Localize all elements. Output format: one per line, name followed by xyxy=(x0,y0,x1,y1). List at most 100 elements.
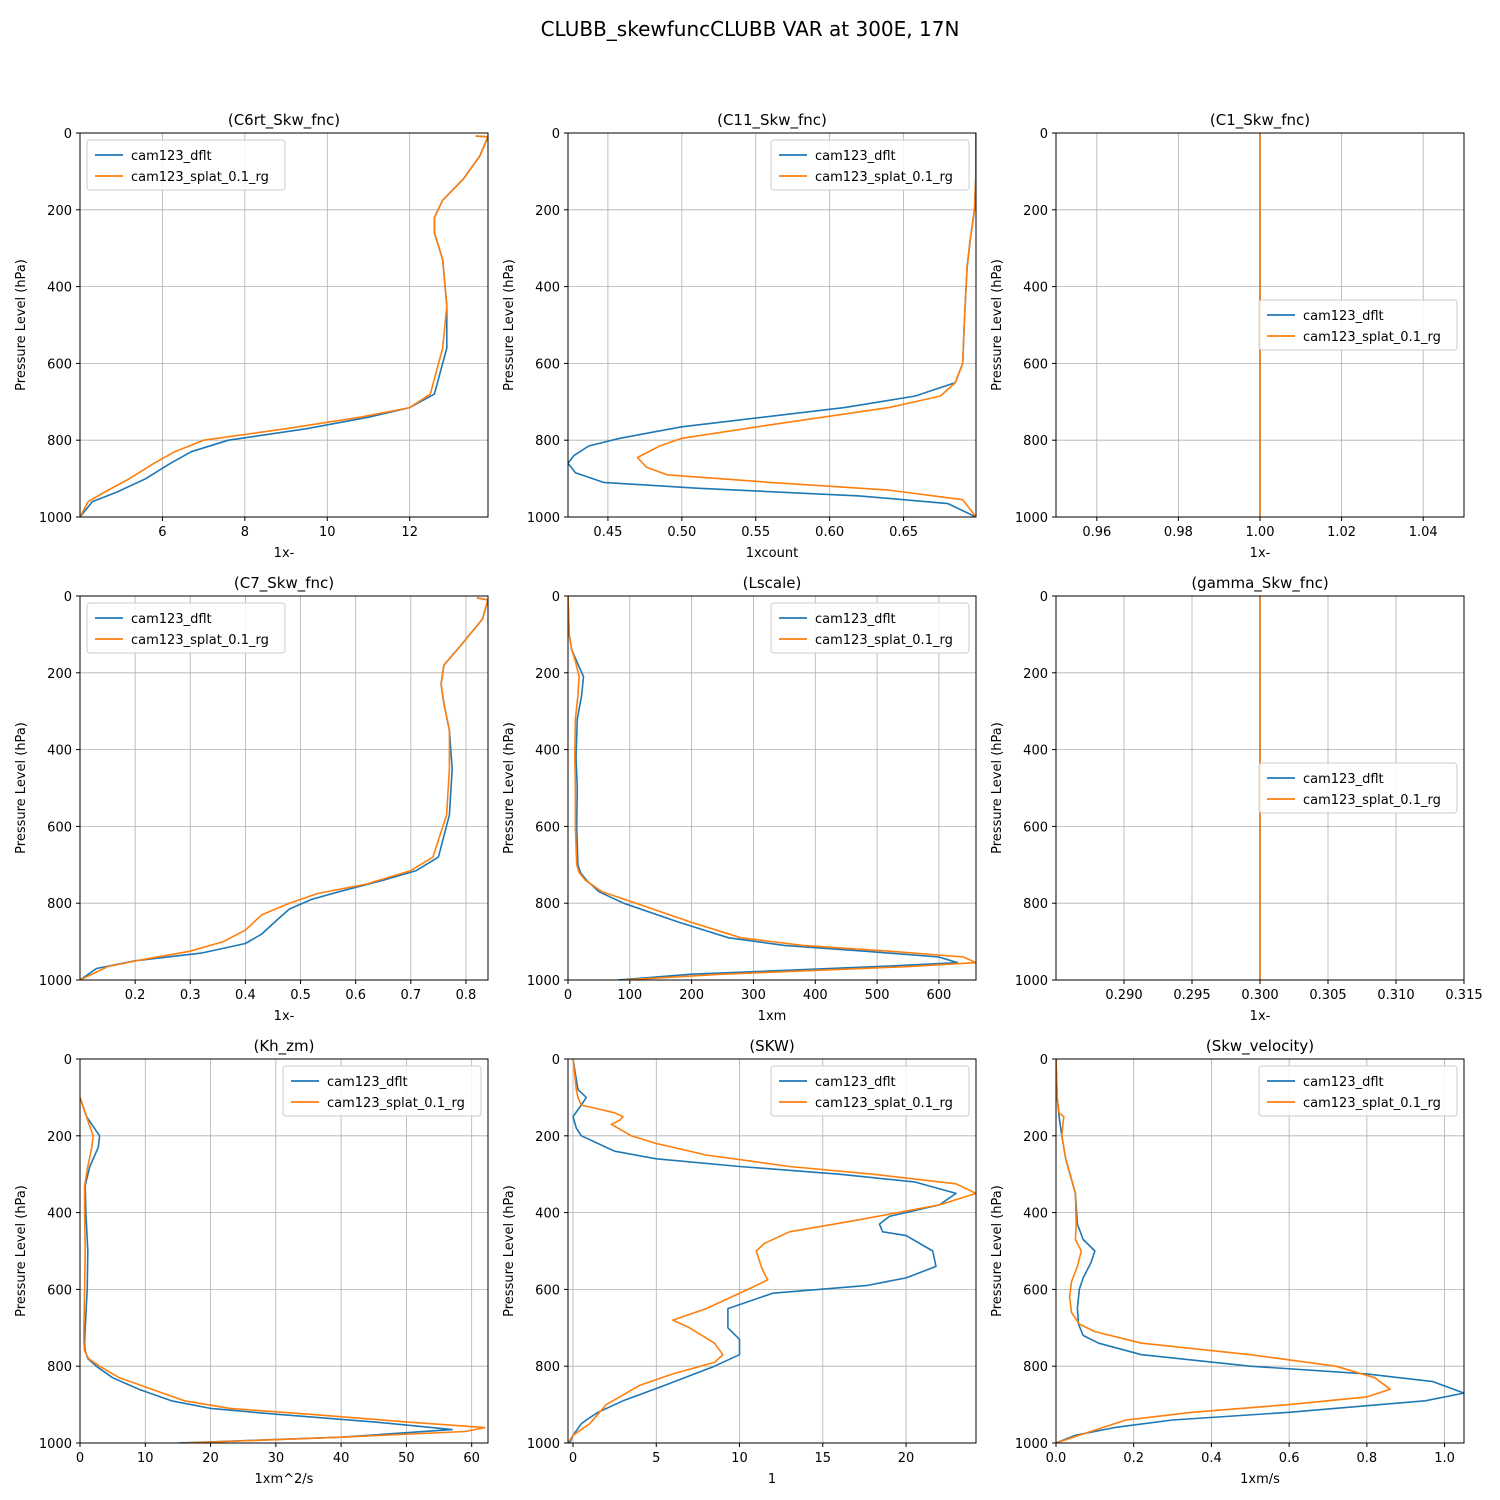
figure-title: CLUBB_skewfuncCLUBB VAR at 300E, 17N xyxy=(541,17,960,41)
legend-label-1: cam123_dflt xyxy=(1303,1075,1384,1090)
legend-label-1: cam123_dflt xyxy=(327,1075,408,1090)
legend-label-1: cam123_dflt xyxy=(815,612,896,627)
legend-box xyxy=(86,139,286,191)
series-line-2 xyxy=(636,133,976,517)
axes-frame xyxy=(567,1058,977,1444)
y-tick-label: 600 xyxy=(47,357,72,372)
x-tick-label: 0.55 xyxy=(741,525,770,540)
y-tick-label: 800 xyxy=(1023,434,1048,449)
x-tick-label: 10 xyxy=(319,525,336,540)
x-axis-label: 1x- xyxy=(1250,546,1271,561)
x-tick-label: 0 xyxy=(564,988,572,1003)
y-axis-label: Pressure Level (hPa) xyxy=(14,722,29,854)
y-tick-label: 1000 xyxy=(527,511,560,526)
chart-panel-4: (C7_Skw_fnc) 0.2 0.3 0.4 0.5 0.6 0.7 0.8 0 200 400… xyxy=(14,574,489,1024)
x-tick-label: 100 xyxy=(617,988,642,1003)
x-axis-label: 1xcount xyxy=(746,546,798,561)
series-line-2 xyxy=(80,1097,486,1443)
x-axis-label: 1xm xyxy=(758,1009,787,1024)
x-tick-label: 0.65 xyxy=(889,525,918,540)
x-tick-label: 200 xyxy=(679,988,704,1003)
x-tick-label: 6 xyxy=(158,525,166,540)
x-tick-label: 0.2 xyxy=(125,988,146,1003)
x-tick-label: 0.295 xyxy=(1173,988,1210,1003)
x-axis-label: 1x- xyxy=(274,1009,295,1024)
x-tick-label: 30 xyxy=(268,1451,285,1466)
legend-label-2: cam123_splat_0.1_rg xyxy=(1303,330,1441,345)
y-axis-label: Pressure Level (hPa) xyxy=(990,1185,1005,1317)
x-tick-label: 0.6 xyxy=(345,988,366,1003)
y-tick-label: 600 xyxy=(535,1283,560,1298)
y-tick-label: 400 xyxy=(535,281,560,296)
y-tick-label: 800 xyxy=(1023,1360,1048,1375)
chart-panel-6: (gamma_Skw_fnc) 0.290 0.295 0.300 0.305 0.310… xyxy=(990,574,1483,1024)
y-tick-label: 200 xyxy=(47,204,72,219)
panel-title: (C7_Skw_fnc) xyxy=(234,574,334,593)
y-tick-label: 1000 xyxy=(39,511,72,526)
x-tick-label: 0.300 xyxy=(1241,988,1278,1003)
legend: cam123_dflt cam123_splat_0.1_rg xyxy=(86,602,286,654)
legend-box xyxy=(282,1065,482,1117)
x-tick-label: 5 xyxy=(652,1451,660,1466)
legend: cam123_dflt cam123_splat_0.1_rg xyxy=(770,1065,970,1117)
y-tick-label: 200 xyxy=(1023,204,1048,219)
x-tick-label: 0.5 xyxy=(290,988,311,1003)
x-tick-label: 0.8 xyxy=(1357,1451,1378,1466)
legend-box xyxy=(770,139,970,191)
y-tick-label: 800 xyxy=(47,1360,72,1375)
y-tick-label: 0 xyxy=(552,590,560,605)
chart-panel-1: (C6rt_Skw_fnc) 6 8 10 12 0 200 400 600 800 1000 1x-… xyxy=(14,111,489,561)
y-tick-label: 600 xyxy=(47,820,72,835)
x-tick-label: 0.315 xyxy=(1445,988,1482,1003)
y-axis-label: Pressure Level (hPa) xyxy=(990,259,1005,391)
legend: cam123_dflt cam123_splat_0.1_rg xyxy=(1258,762,1458,814)
y-tick-label: 800 xyxy=(535,897,560,912)
y-tick-label: 800 xyxy=(47,434,72,449)
axes-frame xyxy=(567,595,977,981)
x-tick-label: 0.45 xyxy=(593,525,622,540)
legend-label-2: cam123_splat_0.1_rg xyxy=(815,170,953,185)
y-axis-label: Pressure Level (hPa) xyxy=(14,1185,29,1317)
chart-panel-2: (C11_Skw_fnc) 0.45 0.50 0.55 0.60 0.65 0 200 400… xyxy=(502,111,977,561)
panel-title: (C11_Skw_fnc) xyxy=(717,111,827,130)
legend-label-2: cam123_splat_0.1_rg xyxy=(815,1096,953,1111)
y-tick-label: 600 xyxy=(1023,820,1048,835)
series-line-1 xyxy=(568,596,959,980)
legend-box xyxy=(1258,1065,1458,1117)
x-axis-label: 1 xyxy=(768,1472,776,1487)
x-tick-label: 50 xyxy=(398,1451,415,1466)
y-axis-label: Pressure Level (hPa) xyxy=(502,1185,517,1317)
y-tick-label: 1000 xyxy=(39,1437,72,1452)
axes-frame xyxy=(1055,1058,1465,1444)
y-axis-label: Pressure Level (hPa) xyxy=(502,722,517,854)
x-tick-label: 0.50 xyxy=(667,525,696,540)
panel-title: (Lscale) xyxy=(743,574,802,592)
x-tick-label: 60 xyxy=(463,1451,480,1466)
y-tick-label: 0 xyxy=(1040,1053,1048,1068)
series-line-1 xyxy=(568,1059,957,1443)
x-tick-label: 400 xyxy=(803,988,828,1003)
x-tick-label: 0.60 xyxy=(815,525,844,540)
x-tick-label: 12 xyxy=(401,525,418,540)
panel-title: (C1_Skw_fnc) xyxy=(1210,111,1310,130)
x-tick-label: 1.04 xyxy=(1409,525,1438,540)
y-tick-label: 1000 xyxy=(1015,1437,1048,1452)
legend-box xyxy=(86,602,286,654)
y-tick-label: 400 xyxy=(535,744,560,759)
legend-box xyxy=(1258,762,1458,814)
x-tick-label: 1.00 xyxy=(1246,525,1275,540)
series-line-2 xyxy=(1056,1059,1391,1443)
x-tick-label: 0.4 xyxy=(1201,1451,1222,1466)
x-tick-label: 40 xyxy=(333,1451,350,1466)
y-tick-label: 600 xyxy=(535,357,560,372)
legend-box xyxy=(1258,299,1458,351)
x-axis-label: 1x- xyxy=(1250,1009,1271,1024)
y-tick-label: 0 xyxy=(552,1053,560,1068)
y-tick-label: 200 xyxy=(47,1130,72,1145)
panel-title: (Skw_velocity) xyxy=(1206,1037,1314,1056)
chart-panel-9: (Skw_velocity) 0.0 0.2 0.4 0.6 0.8 1.0 0 200 400 6… xyxy=(990,1037,1465,1487)
y-tick-label: 1000 xyxy=(527,974,560,989)
x-tick-label: 0.96 xyxy=(1082,525,1111,540)
y-axis-label: Pressure Level (hPa) xyxy=(990,722,1005,854)
y-tick-label: 0 xyxy=(64,1053,72,1068)
